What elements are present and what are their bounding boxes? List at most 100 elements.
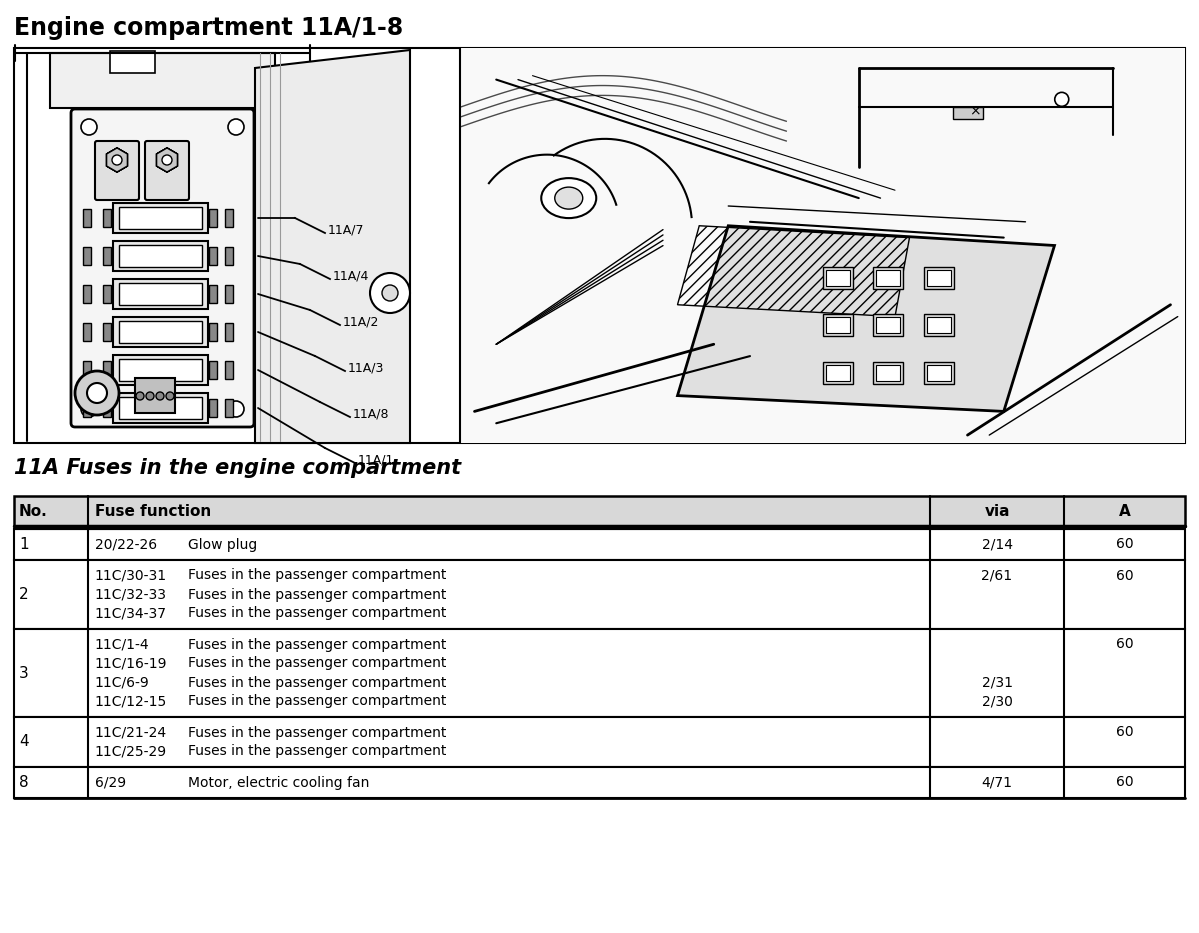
Text: 11A/4: 11A/4 bbox=[333, 270, 369, 283]
Circle shape bbox=[146, 392, 153, 400]
Bar bbox=[825, 270, 850, 285]
Bar bbox=[873, 314, 903, 337]
Text: 11C/25-29: 11C/25-29 bbox=[95, 745, 167, 759]
Bar bbox=[209, 247, 217, 265]
Circle shape bbox=[88, 383, 107, 403]
Text: Fuse function: Fuse function bbox=[95, 504, 211, 519]
Bar bbox=[225, 209, 233, 227]
Circle shape bbox=[156, 392, 164, 400]
Text: 60: 60 bbox=[1116, 537, 1133, 551]
Bar bbox=[103, 285, 112, 303]
Bar bbox=[873, 362, 903, 383]
Text: Fuses in the passenger compartment: Fuses in the passenger compartment bbox=[188, 726, 446, 740]
Text: 2/30: 2/30 bbox=[982, 694, 1012, 708]
Text: 11C/30-31: 11C/30-31 bbox=[95, 568, 167, 582]
Bar bbox=[83, 361, 91, 379]
Text: 11C/21-24: 11C/21-24 bbox=[95, 726, 167, 740]
Bar bbox=[103, 399, 112, 417]
Bar bbox=[460, 48, 1185, 443]
Bar bbox=[209, 361, 217, 379]
Text: 60: 60 bbox=[1116, 568, 1133, 582]
Text: 60: 60 bbox=[1116, 637, 1133, 651]
Polygon shape bbox=[255, 50, 410, 443]
Bar bbox=[135, 378, 175, 413]
FancyBboxPatch shape bbox=[95, 141, 139, 200]
Ellipse shape bbox=[541, 178, 596, 218]
Text: 4: 4 bbox=[19, 734, 29, 749]
Text: 11A/8: 11A/8 bbox=[353, 408, 390, 421]
Circle shape bbox=[112, 155, 122, 165]
Polygon shape bbox=[677, 226, 1054, 411]
Circle shape bbox=[228, 401, 245, 417]
Bar bbox=[873, 267, 903, 289]
Bar bbox=[119, 245, 201, 267]
Bar bbox=[209, 399, 217, 417]
Text: A: A bbox=[1119, 504, 1131, 519]
Text: No.: No. bbox=[19, 504, 48, 519]
Bar bbox=[823, 314, 852, 337]
Bar bbox=[924, 362, 954, 383]
Text: ×: × bbox=[969, 104, 981, 118]
Text: Fuses in the passenger compartment: Fuses in the passenger compartment bbox=[188, 675, 446, 689]
Bar bbox=[209, 323, 217, 341]
Bar bbox=[103, 247, 112, 265]
Bar bbox=[14, 529, 1185, 560]
Bar bbox=[225, 323, 233, 341]
Bar bbox=[119, 359, 201, 381]
Bar bbox=[83, 209, 91, 227]
Bar bbox=[119, 207, 201, 229]
Text: 11A/1: 11A/1 bbox=[359, 453, 394, 466]
Bar bbox=[14, 629, 1185, 717]
Text: 60: 60 bbox=[1116, 726, 1133, 740]
Bar bbox=[225, 399, 233, 417]
Bar bbox=[953, 107, 983, 119]
Ellipse shape bbox=[555, 188, 583, 209]
Text: via: via bbox=[984, 504, 1010, 519]
Bar bbox=[14, 717, 1185, 767]
Bar bbox=[14, 48, 1185, 443]
Bar bbox=[103, 209, 112, 227]
Circle shape bbox=[135, 392, 144, 400]
Bar bbox=[14, 496, 1185, 526]
Text: Fuses in the passenger compartment: Fuses in the passenger compartment bbox=[188, 637, 446, 651]
FancyBboxPatch shape bbox=[145, 141, 189, 200]
Text: 11C/32-33: 11C/32-33 bbox=[95, 588, 167, 602]
Text: 4/71: 4/71 bbox=[982, 775, 1012, 789]
Text: Engine compartment 11A/1-8: Engine compartment 11A/1-8 bbox=[14, 16, 403, 40]
Text: Fuses in the passenger compartment: Fuses in the passenger compartment bbox=[188, 694, 446, 708]
Text: 11C/1-4: 11C/1-4 bbox=[95, 637, 150, 651]
Bar bbox=[83, 323, 91, 341]
Text: Fuses in the passenger compartment: Fuses in the passenger compartment bbox=[188, 745, 446, 759]
Bar bbox=[823, 267, 852, 289]
Text: 20/22-26: 20/22-26 bbox=[95, 537, 157, 551]
Text: 11A/2: 11A/2 bbox=[343, 315, 379, 328]
Text: 2/61: 2/61 bbox=[982, 568, 1013, 582]
Bar bbox=[83, 285, 91, 303]
Circle shape bbox=[370, 273, 410, 313]
Bar bbox=[103, 323, 112, 341]
Text: 11A/7: 11A/7 bbox=[329, 224, 364, 236]
Bar bbox=[119, 397, 201, 419]
Text: 11C/12-15: 11C/12-15 bbox=[95, 694, 167, 708]
Bar bbox=[113, 279, 207, 309]
Circle shape bbox=[228, 119, 245, 135]
Text: Fuses in the passenger compartment: Fuses in the passenger compartment bbox=[188, 568, 446, 582]
Text: 2/14: 2/14 bbox=[982, 537, 1012, 551]
Text: 11C/34-37: 11C/34-37 bbox=[95, 606, 167, 620]
Text: Fuses in the passenger compartment: Fuses in the passenger compartment bbox=[188, 588, 446, 602]
Bar bbox=[209, 209, 217, 227]
Bar bbox=[825, 365, 850, 381]
Text: 6/29: 6/29 bbox=[95, 775, 126, 789]
Text: 11A Fuses in the engine compartment: 11A Fuses in the engine compartment bbox=[14, 458, 462, 478]
Bar bbox=[209, 285, 217, 303]
Circle shape bbox=[76, 371, 119, 415]
Text: 1: 1 bbox=[19, 537, 29, 552]
Bar bbox=[103, 361, 112, 379]
Bar bbox=[119, 321, 201, 343]
Bar bbox=[927, 270, 951, 285]
Bar bbox=[924, 314, 954, 337]
Bar bbox=[823, 362, 852, 383]
Bar bbox=[825, 317, 850, 333]
Bar bbox=[113, 241, 207, 271]
Bar bbox=[225, 361, 233, 379]
